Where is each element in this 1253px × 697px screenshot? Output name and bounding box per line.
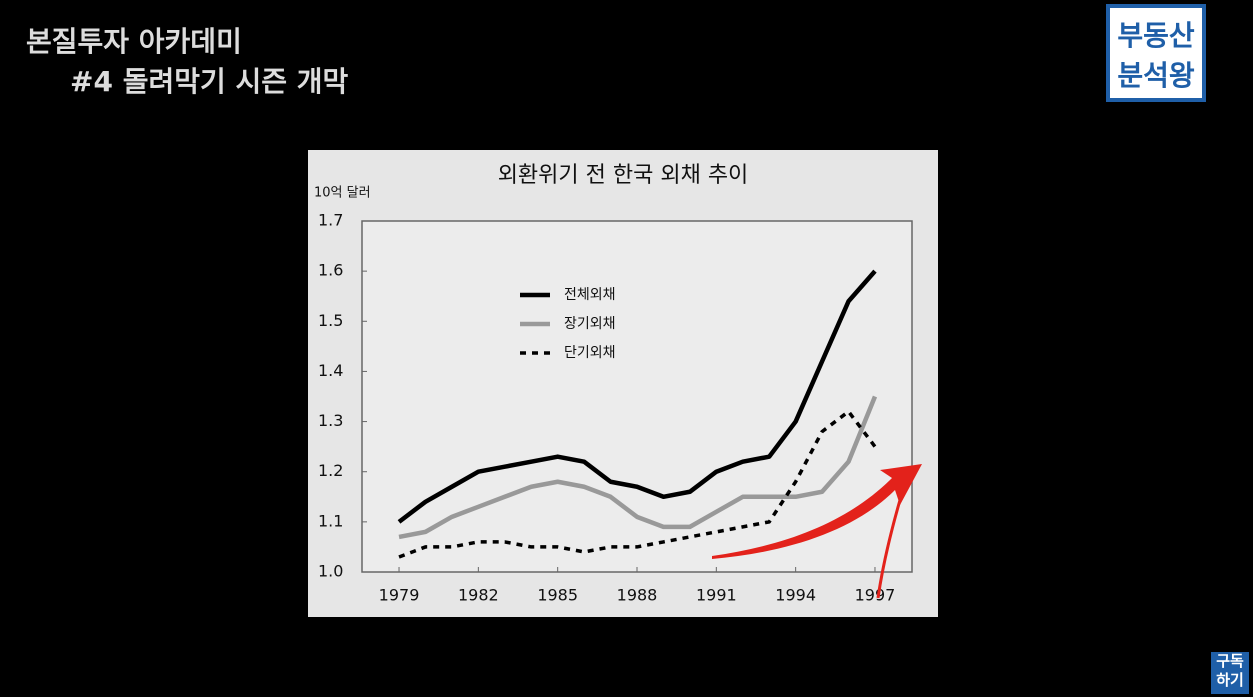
logo-line: 부동산 bbox=[1117, 19, 1195, 52]
y-tick-label: 1.0 bbox=[318, 562, 343, 581]
subscribe-text: 하기 bbox=[1216, 671, 1244, 689]
y-tick-label: 1.5 bbox=[318, 311, 343, 330]
x-tick-label: 1979 bbox=[379, 586, 420, 605]
red-arrow bbox=[712, 464, 922, 559]
x-tick-label: 1982 bbox=[458, 586, 499, 605]
header-subtitle: #4 돌려막기 시즌 개막 bbox=[70, 65, 349, 98]
y-axis-label: 10억 달러 bbox=[314, 186, 371, 201]
series-line bbox=[398, 409, 877, 559]
y-tick-label: 1.6 bbox=[318, 261, 343, 280]
legend-label: 전체외채 bbox=[564, 287, 616, 303]
x-tick-label: 1994 bbox=[775, 586, 816, 605]
series-line bbox=[397, 269, 877, 524]
y-tick-label: 1.3 bbox=[318, 411, 343, 430]
header-title: 본질투자 아카데미 bbox=[26, 25, 242, 58]
subscribe-button[interactable]: 구독 하기 bbox=[1211, 652, 1249, 694]
red-arrow-stroke bbox=[876, 499, 902, 599]
y-tick-label: 1.4 bbox=[318, 361, 343, 380]
plot-area bbox=[361, 220, 913, 573]
legend-label: 단기외채 bbox=[564, 345, 616, 361]
x-tick-label: 1991 bbox=[696, 586, 737, 605]
y-tick-label: 1.1 bbox=[318, 511, 343, 530]
x-tick-label: 1985 bbox=[537, 586, 578, 605]
x-tick-label: 1988 bbox=[617, 586, 658, 605]
chart-title: 외환위기 전 한국 외채 추이 bbox=[498, 163, 749, 188]
y-tick-label: 1.2 bbox=[318, 461, 343, 480]
legend-label: 장기외채 bbox=[564, 316, 616, 332]
logo-line: 분석왕 bbox=[1117, 59, 1195, 92]
subscribe-text: 구독 bbox=[1216, 652, 1244, 670]
y-tick-label: 1.7 bbox=[318, 211, 343, 230]
series-line bbox=[398, 395, 878, 540]
x-tick-label: 1997 bbox=[855, 586, 896, 605]
